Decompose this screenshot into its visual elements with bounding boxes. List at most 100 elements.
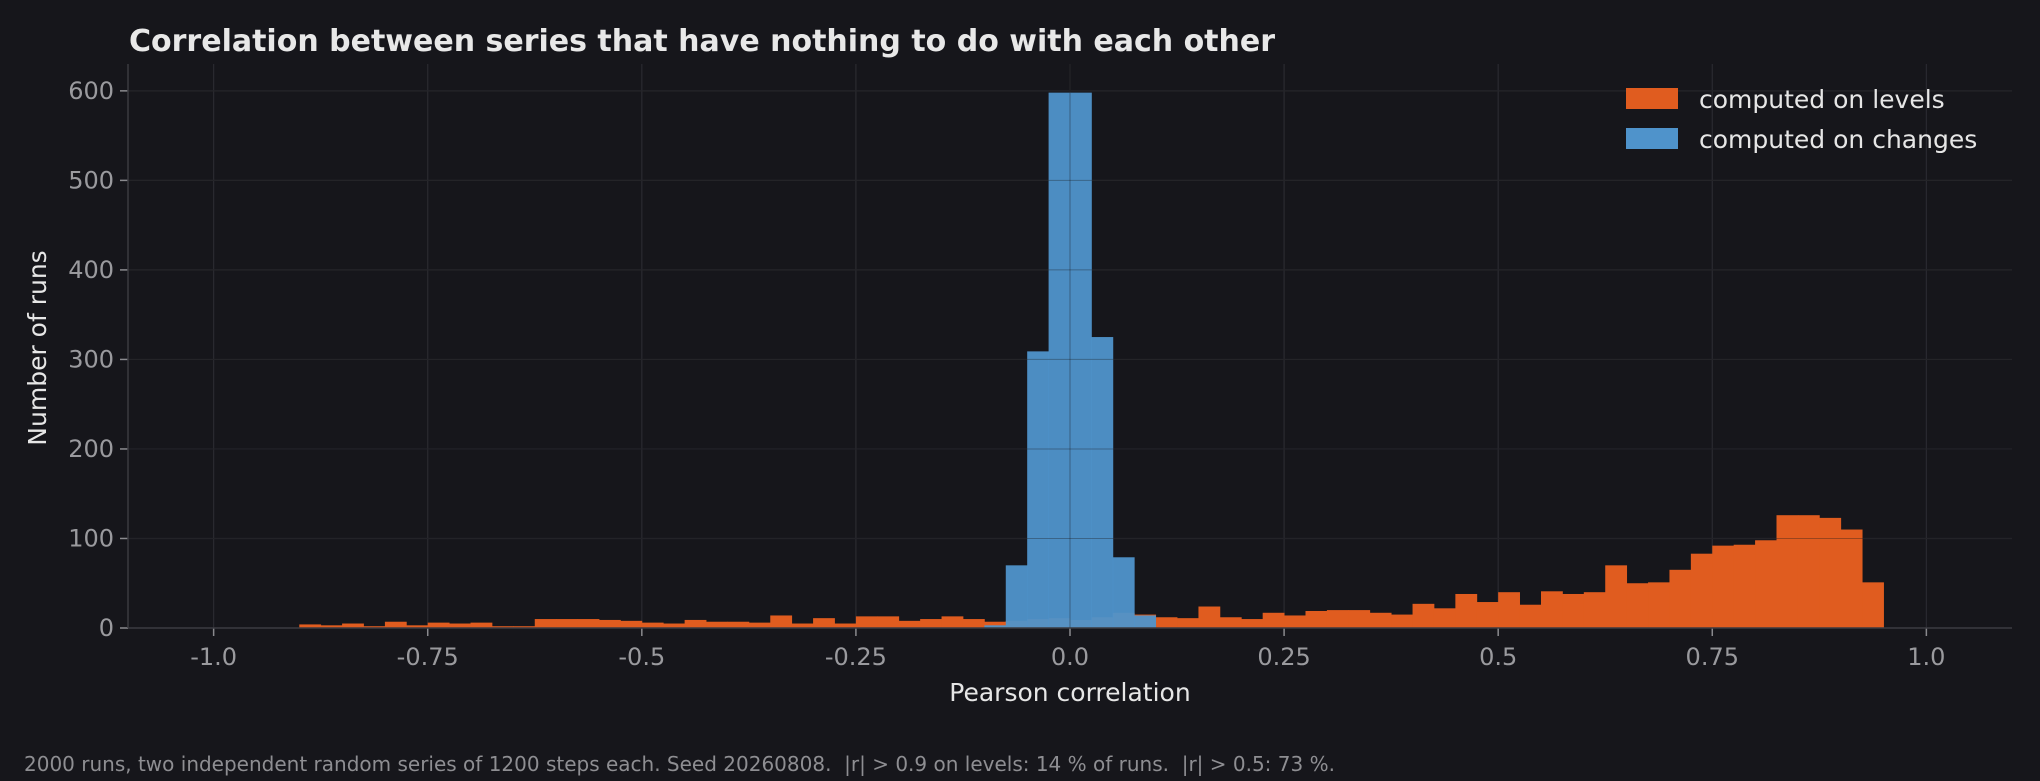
bar-changes	[1070, 92, 1092, 628]
x-tick-label: -0.25	[825, 643, 887, 671]
y-axis-label: Number of runs	[23, 250, 52, 445]
bar-levels	[684, 619, 707, 628]
bar-levels	[791, 623, 814, 628]
bar-levels	[513, 626, 536, 628]
axes-group: 0 100 200 300 400 500 600 -1.0 -0.75 -0.5 -0.25 0.0…	[68, 64, 2012, 671]
bar-levels	[748, 622, 771, 628]
bar-levels	[941, 616, 964, 628]
bar-levels	[320, 625, 343, 628]
bar-levels	[534, 619, 557, 628]
bar-levels	[1776, 515, 1799, 628]
bar-levels	[898, 620, 921, 628]
bar-levels	[1455, 593, 1478, 628]
bar-levels	[706, 621, 728, 628]
bar-levels	[449, 623, 471, 628]
bar-levels	[1391, 614, 1413, 628]
bar-levels	[1155, 617, 1178, 628]
bar-levels	[1669, 569, 1692, 628]
x-axis-label: Pearson correlation	[949, 678, 1190, 707]
bar-levels	[1177, 618, 1199, 628]
bar-levels	[1626, 583, 1649, 628]
bar-levels	[427, 622, 450, 628]
y-tick-label: 500	[68, 166, 114, 194]
bar-levels	[877, 616, 900, 628]
bar-levels	[1819, 517, 1842, 628]
bar-levels	[727, 621, 750, 628]
x-tick-label: 0.0	[1051, 643, 1089, 671]
bar-levels	[1241, 619, 1264, 628]
footnote: 2000 runs, two independent random series…	[24, 752, 1335, 776]
legend-swatch-changes	[1626, 128, 1678, 149]
x-tick-label: 0.5	[1479, 643, 1517, 671]
bar-levels	[1755, 540, 1777, 628]
bar-levels	[577, 619, 600, 628]
bar-levels	[1433, 608, 1456, 628]
y-tick-label: 400	[68, 256, 114, 284]
bar-levels	[1840, 529, 1863, 628]
bar-levels	[1605, 565, 1628, 628]
bar-levels	[1690, 553, 1713, 628]
bar-levels	[1862, 582, 1884, 628]
x-tick-label: 0.75	[1686, 643, 1739, 671]
bar-levels	[599, 619, 621, 628]
bar-levels	[384, 621, 407, 628]
bar-changes	[1048, 92, 1071, 628]
bar-levels	[920, 619, 942, 628]
bar-levels	[1284, 615, 1306, 628]
bar-levels	[470, 622, 493, 628]
bar-levels	[342, 623, 364, 628]
x-tick-label: 1.0	[1907, 643, 1945, 671]
bar-levels	[1519, 604, 1542, 628]
bar-levels	[1562, 593, 1585, 628]
y-tick-label: 200	[68, 435, 114, 463]
bar-changes	[1112, 557, 1135, 628]
bar-levels	[1262, 612, 1285, 628]
bar-levels	[834, 623, 857, 628]
bar-changes	[1134, 615, 1157, 628]
bar-levels	[663, 623, 686, 628]
bar-levels	[363, 626, 386, 628]
bar-levels	[1583, 592, 1606, 628]
bar-levels	[1476, 602, 1499, 628]
x-tick-label: -0.5	[618, 643, 665, 671]
x-tick-label: 0.25	[1257, 643, 1310, 671]
bar-levels	[299, 624, 322, 628]
bar-levels	[813, 618, 835, 628]
y-tick-label: 300	[68, 345, 114, 373]
bar-levels	[770, 615, 793, 628]
bar-levels	[1348, 610, 1371, 628]
bar-levels	[984, 621, 1007, 628]
bar-levels	[1305, 610, 1328, 628]
bar-levels	[1369, 612, 1392, 628]
legend-label-levels: computed on levels	[1699, 85, 1945, 114]
y-tick-label: 600	[68, 77, 114, 105]
legend-swatch-levels	[1626, 88, 1678, 109]
bar-changes	[984, 625, 1007, 628]
bar-levels	[620, 620, 643, 628]
bar-levels	[1797, 515, 1820, 628]
bar-levels	[491, 626, 514, 628]
chart-title: Correlation between series that have not…	[129, 24, 1275, 59]
legend-label-changes: computed on changes	[1699, 125, 1977, 154]
x-tick-label: -1.0	[190, 643, 237, 671]
bar-levels	[1712, 545, 1735, 628]
bar-levels	[1498, 592, 1520, 628]
bar-levels	[1219, 617, 1242, 628]
bar-levels	[1541, 591, 1563, 628]
bar-levels	[641, 622, 664, 628]
bar-changes	[1091, 337, 1114, 628]
bar-changes	[1027, 351, 1049, 628]
bar-levels	[1198, 606, 1221, 628]
bars-group	[128, 64, 2012, 629]
y-tick-label: 100	[68, 524, 114, 552]
bar-levels	[1648, 582, 1670, 628]
bar-levels	[556, 619, 578, 628]
bar-levels	[962, 619, 985, 628]
bar-levels	[1733, 544, 1756, 628]
y-tick-label: 0	[99, 614, 114, 642]
bar-levels	[406, 625, 429, 628]
bar-levels	[855, 616, 878, 628]
bar-levels	[1412, 603, 1435, 628]
x-tick-label: -0.75	[397, 643, 459, 671]
